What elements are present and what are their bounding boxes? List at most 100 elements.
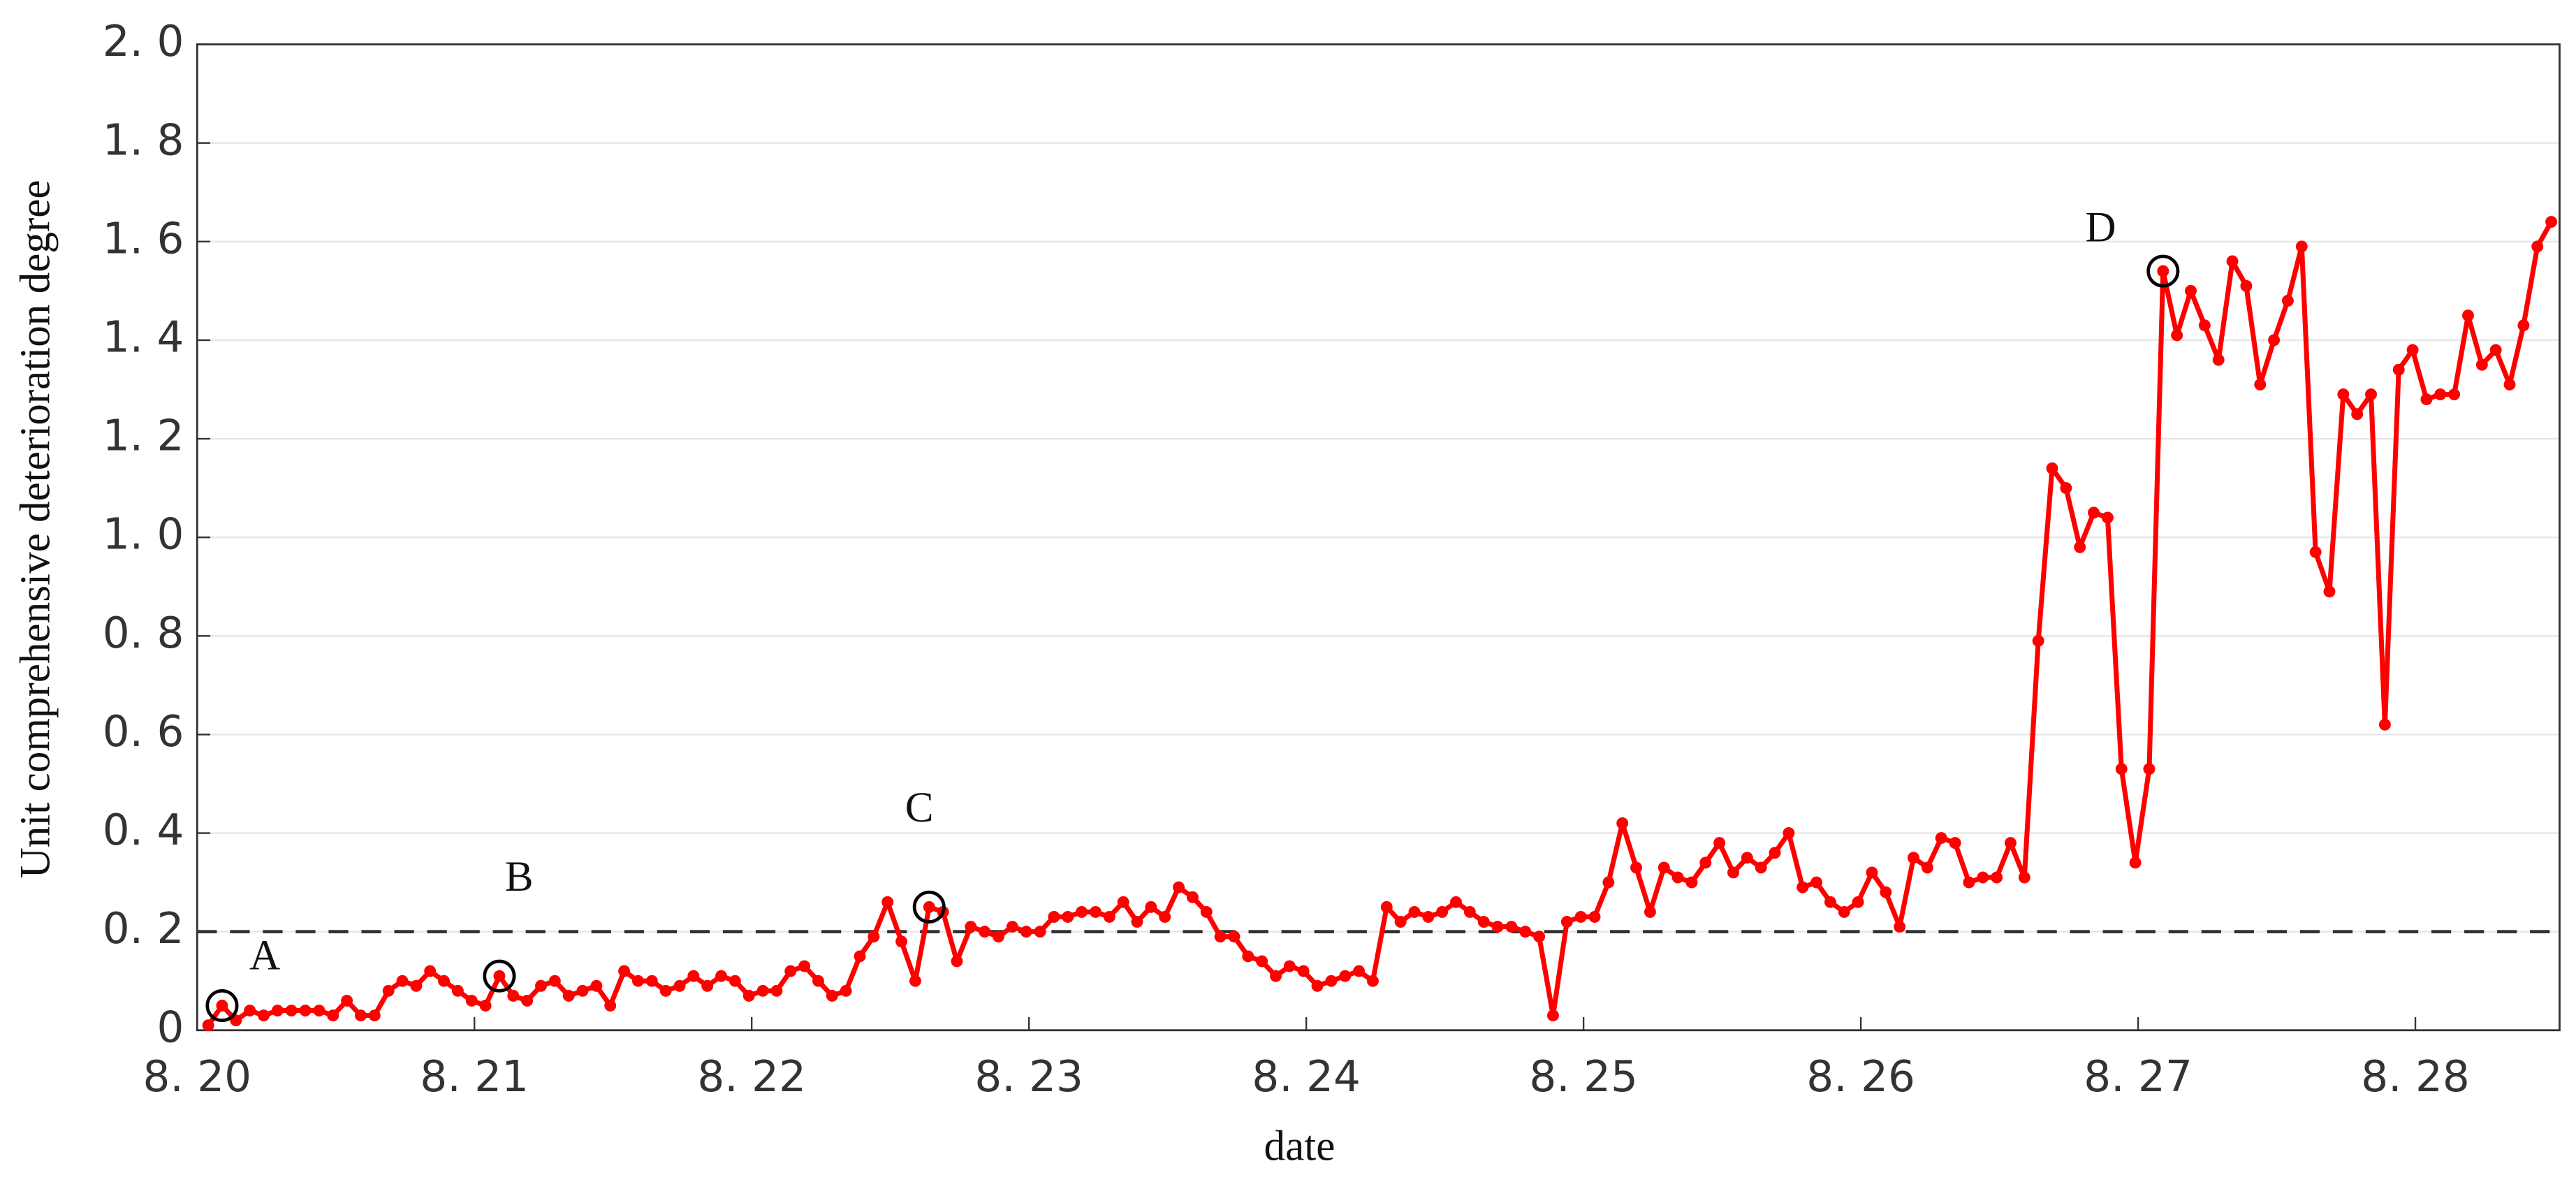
data-point <box>2143 763 2156 775</box>
data-point <box>2018 871 2030 884</box>
data-point <box>826 989 838 1002</box>
x-tick-label: 8. 28 <box>2361 1052 2470 1102</box>
annotation-circle <box>483 959 516 993</box>
x-tick-label: 8. 27 <box>2084 1052 2193 1102</box>
data-point <box>909 975 921 987</box>
data-point <box>1977 871 1989 884</box>
data-point <box>1020 926 1032 938</box>
data-point <box>1644 905 1656 918</box>
data-point <box>1186 891 1199 903</box>
data-point <box>2462 309 2474 322</box>
data-point <box>1671 871 1684 884</box>
data-point <box>1062 911 1074 923</box>
data-point <box>1713 837 1726 849</box>
data-point <box>2198 319 2211 332</box>
y-tick-label: 1. 4 <box>103 312 184 362</box>
data-point <box>258 1009 270 1022</box>
data-point <box>784 965 797 977</box>
data-point <box>868 931 880 943</box>
data-point <box>1228 931 1241 943</box>
data-point <box>1602 876 1615 889</box>
data-point <box>1783 827 1795 839</box>
data-point <box>729 975 741 987</box>
data-point <box>1006 921 1018 933</box>
data-point <box>1463 905 1476 918</box>
data-point <box>1657 861 1670 874</box>
data-point <box>1630 861 1643 874</box>
data-line <box>206 220 2554 1027</box>
data-point <box>1894 921 1906 933</box>
data-point <box>1560 916 1573 928</box>
data-point <box>2185 284 2197 297</box>
data-point <box>1408 905 1421 918</box>
data-point <box>2005 837 2017 849</box>
data-point <box>2268 334 2281 347</box>
data-point <box>1519 926 1532 938</box>
data-point <box>1076 905 1088 918</box>
data-point <box>701 979 714 992</box>
data-point <box>770 984 783 997</box>
data-point <box>1297 965 1310 977</box>
x-tick-label: 8. 21 <box>420 1052 529 1102</box>
data-point <box>2157 265 2169 277</box>
data-point <box>2475 358 2488 371</box>
data-point <box>2309 546 2322 558</box>
data-point <box>2295 240 2308 253</box>
data-point <box>1491 921 1504 933</box>
data-point <box>396 975 409 987</box>
x-tick-label: 8. 25 <box>1529 1052 1638 1102</box>
x-tick-label: 8. 24 <box>1252 1052 1361 1102</box>
data-point <box>1366 975 1379 987</box>
data-point <box>521 994 534 1007</box>
data-point <box>1727 866 1739 879</box>
y-axis-label: Unit comprehensive deterioration degree <box>12 180 59 878</box>
y-tick-label: 1. 6 <box>103 214 184 263</box>
data-point <box>1117 896 1129 908</box>
data-point <box>1546 1009 1559 1022</box>
data-point <box>2101 511 2114 524</box>
data-point <box>1380 900 1393 913</box>
data-point <box>382 984 395 997</box>
data-point <box>979 926 991 938</box>
annotation-label: A <box>249 933 280 979</box>
data-point <box>2171 329 2183 342</box>
data-point <box>451 984 464 997</box>
data-point <box>2420 393 2433 406</box>
data-point <box>341 994 353 1007</box>
data-point <box>2254 378 2267 391</box>
data-point <box>1048 911 1060 923</box>
data-point <box>1145 900 1157 913</box>
data-point <box>1505 921 1518 933</box>
data-point <box>410 979 423 992</box>
data-point <box>1339 970 1352 982</box>
data-point <box>1699 856 1712 869</box>
data-point <box>2378 718 2391 731</box>
data-point <box>645 975 658 987</box>
y-tick-label: 2. 0 <box>103 17 184 66</box>
data-point <box>2351 408 2364 421</box>
data-point <box>2088 506 2100 519</box>
data-point <box>840 984 852 997</box>
data-point <box>299 1005 312 1017</box>
data-point <box>1935 832 1947 845</box>
plot-frame <box>196 43 2561 1032</box>
data-point <box>1685 876 1698 889</box>
data-point <box>2503 378 2516 391</box>
y-tick-label: 1. 0 <box>103 510 184 560</box>
data-point <box>1810 876 1823 889</box>
data-point <box>1131 916 1143 928</box>
data-point <box>951 955 963 968</box>
data-point <box>659 984 672 997</box>
data-point <box>1852 896 1864 908</box>
data-point <box>1256 955 1268 968</box>
data-point <box>2074 541 2086 553</box>
annotation-circle <box>2146 254 2180 288</box>
data-point <box>493 970 506 982</box>
data-point <box>1796 881 1809 893</box>
data-point <box>548 975 561 987</box>
data-point <box>1283 960 1296 972</box>
data-point <box>1880 886 1892 898</box>
x-tick-label: 8. 23 <box>974 1052 1083 1102</box>
annotation-label: B <box>505 854 534 900</box>
